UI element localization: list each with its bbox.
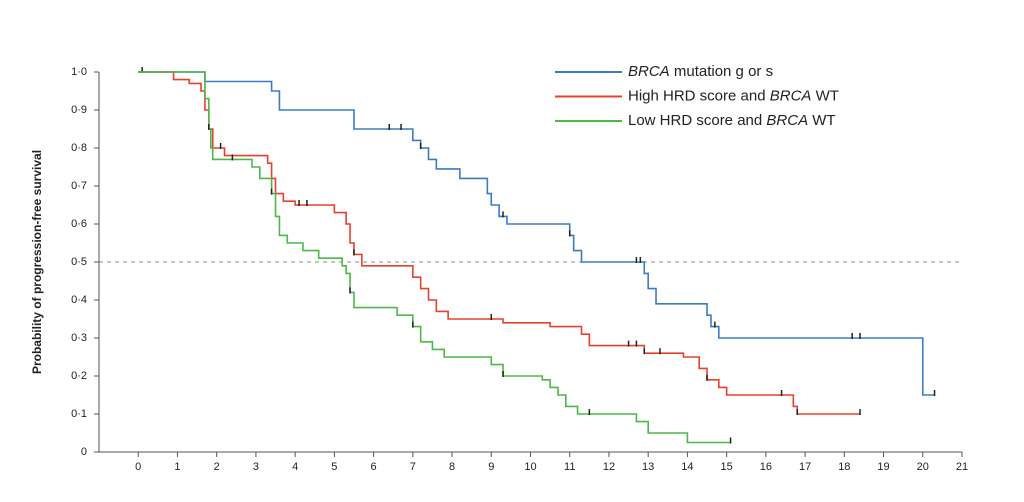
survival-curve [138, 71, 861, 415]
legend-label: High HRD score and BRCA WT [628, 87, 839, 104]
x-tick-label: 15 [721, 461, 733, 473]
x-tick-label: 17 [799, 461, 811, 473]
y-tick-label: 0·8 [71, 142, 87, 154]
y-tick-label: 0 [81, 446, 87, 458]
y-tick-label: 0·6 [71, 218, 87, 230]
y-tick-label: 0·1 [71, 408, 87, 420]
y-tick-label: 1·0 [71, 66, 87, 78]
x-tick-label: 1 [174, 461, 180, 473]
x-tick-label: 8 [449, 461, 455, 473]
x-tick-label: 13 [642, 461, 654, 473]
x-tick-label: 2 [214, 461, 220, 473]
y-tick-label: 0·5 [71, 256, 87, 268]
x-tick-label: 12 [603, 461, 615, 473]
x-tick-label: 11 [564, 461, 575, 473]
y-tick-label: 0·9 [71, 104, 87, 116]
x-tick-label: 16 [760, 461, 772, 473]
x-tick-label: 7 [410, 461, 416, 473]
y-tick-label: 0·3 [71, 332, 87, 344]
legend-label: Low HRD score and BRCA WT [628, 112, 836, 129]
x-tick-label: 3 [253, 461, 259, 473]
x-tick-label: 0 [135, 461, 141, 473]
x-tick-label: 18 [838, 461, 850, 473]
survival-curve [138, 71, 935, 396]
x-tick-label: 10 [524, 461, 536, 473]
x-tick-label: 9 [488, 461, 494, 473]
x-tick-label: 20 [917, 461, 929, 473]
x-tick-label: 21 [956, 461, 968, 473]
y-tick-label: 0·7 [71, 180, 87, 192]
legend-label: BRCA mutation g or s [628, 63, 773, 80]
y-tick-label: 0·4 [71, 294, 87, 306]
x-tick-label: 5 [331, 461, 337, 473]
y-axis-title: Probability of progression-free survival [30, 150, 44, 374]
y-tick-label: 0·2 [71, 370, 87, 382]
x-tick-label: 14 [681, 461, 693, 473]
x-tick-label: 6 [371, 461, 377, 473]
x-tick-label: 19 [877, 461, 889, 473]
x-tick-label: 4 [292, 461, 298, 473]
survival-curve [138, 71, 731, 444]
